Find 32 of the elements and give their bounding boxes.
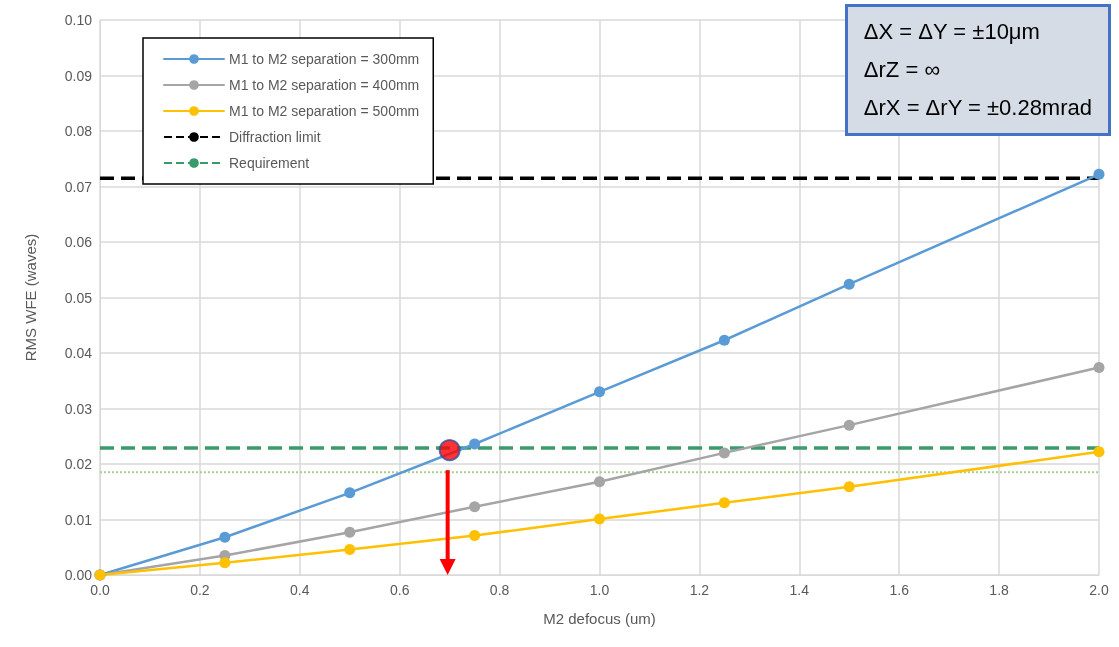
y-tick-label: 0.04 (64, 345, 93, 361)
legend-label: Diffraction limit (229, 129, 321, 145)
x-tick-label: 0.6 (389, 582, 410, 598)
legend-label: Requirement (229, 155, 310, 171)
x-tick-label: 0.2 (190, 582, 210, 598)
y-axis-title: RMS WFE (waves) (22, 233, 39, 362)
x-tick-label: 1.2 (689, 582, 710, 598)
y-tick-label: 0.05 (64, 289, 93, 306)
x-tick-label: 1.0 (589, 582, 610, 598)
x-tick-label: 1.6 (889, 582, 910, 598)
annotation: ΔX = ΔY = ±10μm (863, 18, 1041, 46)
y-tick-label: 0.00 (64, 567, 93, 583)
x-axis-title: M2 defocus (um) (543, 610, 656, 627)
annotation: ΔrZ = ∞ (863, 56, 942, 84)
y-tick-label: 0.03 (64, 400, 93, 417)
y-tick-label: 0.07 (64, 178, 93, 195)
y-tick-label: 0.10 (64, 12, 93, 28)
x-tick-label: 0.4 (290, 582, 310, 598)
y-tick-label: 0.01 (64, 511, 93, 528)
x-tick-label: 0.8 (489, 582, 510, 598)
legend-label: M1 to M2 separation = 500mm (229, 103, 420, 119)
annotation: ΔrX = ΔrY = ±0.28mrad (863, 94, 1092, 122)
x-tick-label: 0.0 (90, 582, 110, 598)
y-tick-label: 0.02 (64, 456, 93, 472)
y-tick-label: 0.06 (64, 234, 93, 250)
x-tick-label: 2.0 (1089, 582, 1109, 598)
x-tick-label: 1.4 (789, 582, 810, 598)
y-tick-label: 0.09 (64, 67, 93, 84)
y-tick-label: 0.08 (64, 123, 93, 139)
legend-label: M1 to M2 separation = 300mm (229, 51, 420, 67)
legend-label: M1 to M2 separation = 400mm (229, 77, 420, 93)
x-tick-label: 1.8 (989, 582, 1010, 598)
